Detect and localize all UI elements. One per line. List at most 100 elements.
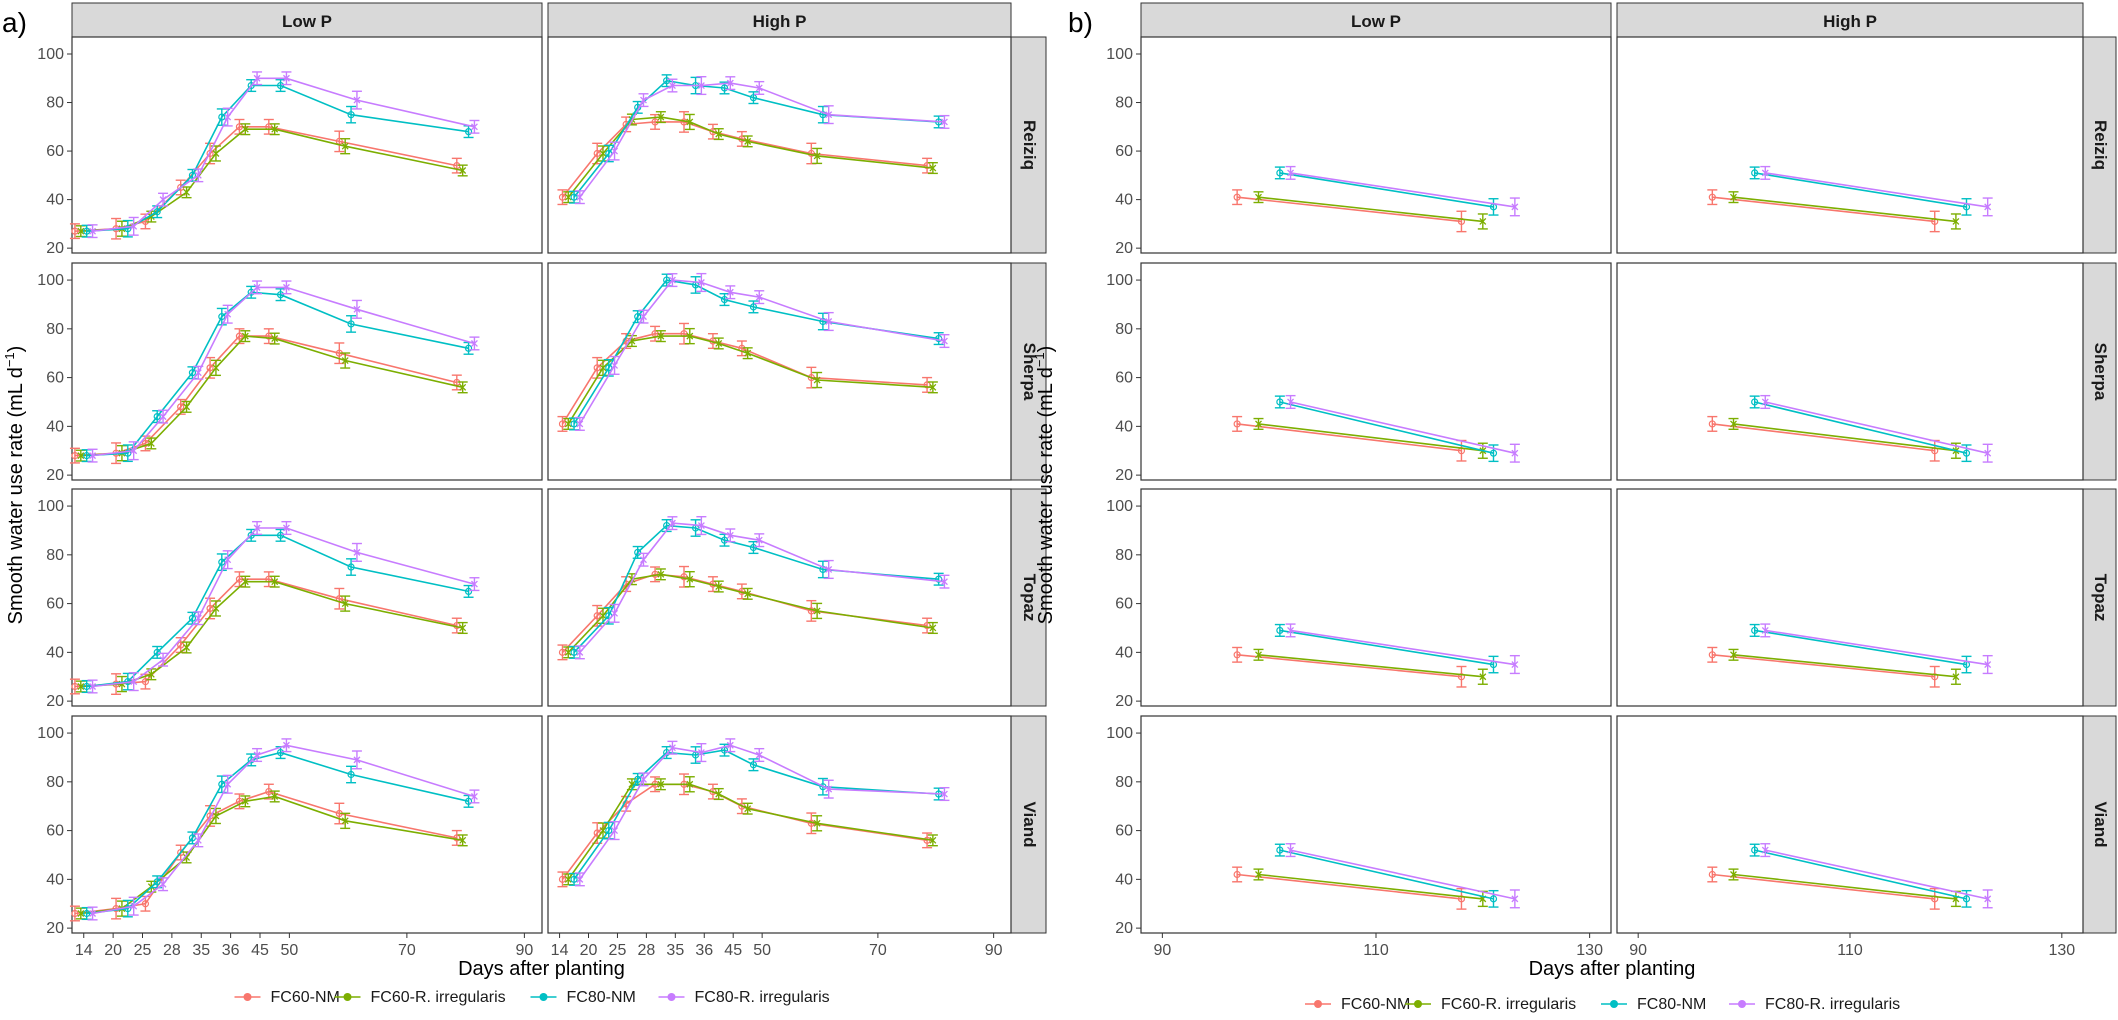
panel-frame xyxy=(71,262,543,481)
series-fc80-r-irregularis xyxy=(574,76,950,205)
data-point xyxy=(1479,673,1487,681)
series-fc60-nm xyxy=(1232,189,1467,233)
data-point xyxy=(611,147,619,155)
data-point xyxy=(153,413,161,421)
data-point xyxy=(657,332,665,340)
legend-label: FC80-R. irregularis xyxy=(695,989,830,1006)
series-line xyxy=(1754,629,1967,666)
data-point xyxy=(1962,895,1971,903)
data-point xyxy=(183,853,191,861)
series-fc60-r-irregularis xyxy=(1728,417,1961,459)
data-point xyxy=(159,413,167,421)
data-point xyxy=(276,531,285,539)
data-point xyxy=(1511,449,1519,457)
y-tick-label: 20 xyxy=(46,693,64,710)
x-tick-label: 90 xyxy=(515,942,533,959)
series-fc80-r-irregularis xyxy=(1760,394,1993,463)
data-point xyxy=(77,227,85,235)
data-point xyxy=(130,902,138,910)
data-point xyxy=(1984,661,1992,669)
series-line xyxy=(1733,654,1956,678)
data-point xyxy=(570,875,578,883)
data-point xyxy=(686,780,694,788)
data-point xyxy=(271,125,279,133)
series-fc80-r-irregularis xyxy=(1285,394,1520,463)
data-point xyxy=(141,900,150,908)
y-tick-label: 100 xyxy=(37,272,64,289)
data-point xyxy=(347,563,355,571)
data-point xyxy=(640,556,647,564)
data-point xyxy=(206,604,214,613)
strip-viand xyxy=(2082,715,2117,934)
y-tick-label: 20 xyxy=(46,467,64,484)
data-point xyxy=(347,320,355,328)
strip-high-p xyxy=(1616,2,2084,38)
legend: FC60-NM FC60-R. irregularis FC80-NM FC80-R.… xyxy=(1305,996,1900,1013)
data-point xyxy=(218,113,226,121)
data-point xyxy=(663,77,671,85)
data-point xyxy=(459,624,467,632)
data-point xyxy=(83,682,91,691)
panel-frame xyxy=(1140,715,1612,934)
x-tick-label: 90 xyxy=(985,942,1003,959)
x-axis-title: Days after planting xyxy=(1529,958,1696,980)
series-line xyxy=(1237,654,1462,678)
panel-frame xyxy=(547,715,1012,934)
data-point xyxy=(1233,193,1241,201)
strip-label: Viand xyxy=(2091,802,2110,848)
data-point xyxy=(825,566,833,573)
data-point xyxy=(341,600,349,608)
x-tick-label: 28 xyxy=(163,942,181,959)
data-point xyxy=(755,293,763,301)
data-point xyxy=(271,335,279,343)
y-tick-label: 40 xyxy=(46,418,64,435)
data-point xyxy=(253,524,261,532)
series-fc80-nm xyxy=(1749,623,1972,674)
legend-item: FC80-NM xyxy=(530,989,636,1006)
data-point xyxy=(576,420,584,428)
x-tick-label: 25 xyxy=(134,942,152,959)
data-point xyxy=(276,291,285,299)
strip-label: Sherpa xyxy=(1020,343,1039,401)
data-point xyxy=(253,751,261,759)
panel-frame xyxy=(1616,36,2084,254)
legend-key-point xyxy=(1414,1000,1422,1008)
data-point xyxy=(726,741,734,749)
x-tick-label: 14 xyxy=(551,942,569,959)
data-point xyxy=(564,648,572,656)
data-point xyxy=(1730,420,1737,428)
series-fc80-r-irregularis xyxy=(1760,623,1993,675)
x-tick-label: 45 xyxy=(251,942,269,959)
panel-low-p-topaz: 20 40 60 80 100 xyxy=(37,488,543,710)
legend-label: FC80-R. irregularis xyxy=(1765,996,1900,1013)
legend-key-point xyxy=(1314,1000,1322,1008)
panel-low-p-reiziq: 20 40 60 80 100 xyxy=(1106,36,1612,257)
data-point xyxy=(253,74,261,82)
data-point xyxy=(558,420,567,428)
legend-label: FC80-NM xyxy=(1637,996,1706,1013)
panel-low-p-sherpa: 20 40 60 80 100 xyxy=(1106,262,1612,484)
data-point xyxy=(1511,661,1519,669)
data-point xyxy=(83,452,91,460)
strip-label: Reiziq xyxy=(1020,120,1039,170)
panel-high-p-sherpa xyxy=(1616,262,2084,481)
strip-label: Low P xyxy=(1351,12,1401,31)
series-line xyxy=(1258,873,1483,900)
x-tick-label: 35 xyxy=(192,942,210,959)
data-point xyxy=(1479,217,1487,225)
y-tick-label: 80 xyxy=(46,321,64,338)
data-point xyxy=(929,383,937,391)
series-fc60-r-irregularis xyxy=(1728,648,1961,685)
series-fc60-nm xyxy=(1232,646,1467,688)
data-point xyxy=(940,578,948,586)
data-point xyxy=(576,648,584,656)
data-point xyxy=(611,609,619,617)
data-point xyxy=(470,340,478,347)
data-point xyxy=(194,836,202,844)
data-point xyxy=(341,817,349,825)
series-fc80-nm xyxy=(1274,843,1499,908)
y-axis-title-main: Smooth water use rate (mL d xyxy=(1035,367,1057,624)
x-tick-label: 36 xyxy=(695,942,713,959)
series-fc80-r-irregularis xyxy=(87,71,480,239)
